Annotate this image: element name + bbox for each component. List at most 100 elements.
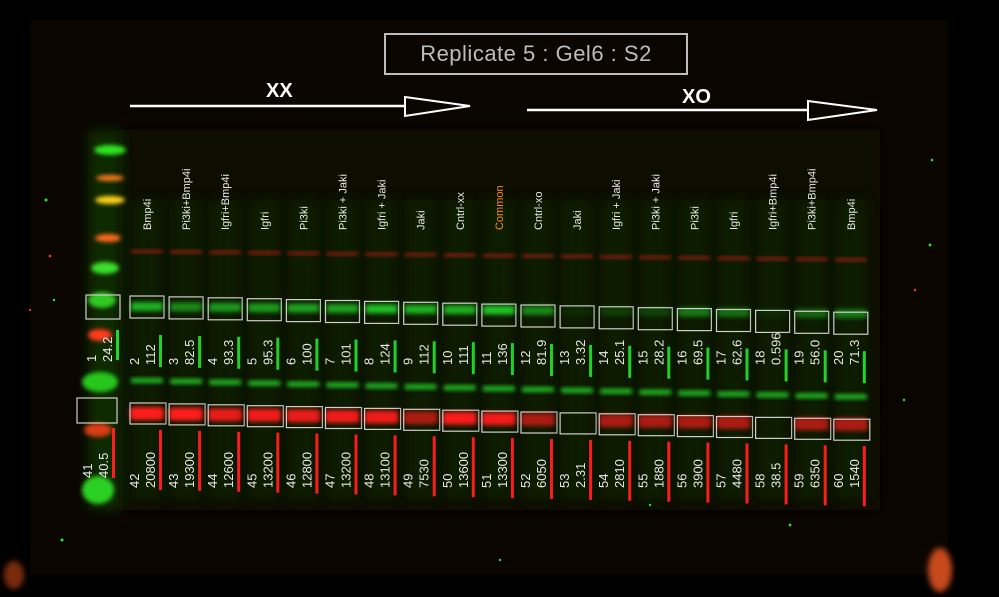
ladder-green-bar [116, 330, 119, 360]
green-box-value: 0.596 [769, 332, 784, 365]
title-text: Replicate 5 : Gel6 : S2 [420, 41, 652, 66]
green-box-value: 124 [378, 343, 393, 365]
green-band [326, 304, 359, 313]
red-value-bar [432, 436, 436, 497]
green-box-id: 18 [753, 351, 768, 365]
red-band [247, 408, 282, 422]
green-band [756, 308, 789, 318]
green-lower-band [131, 378, 163, 383]
red-band-box [324, 406, 363, 430]
red-band [638, 414, 673, 428]
lane: Jaki 9 112 49 7530 [401, 200, 441, 500]
lane: Jaki 13 3.32 53 2.31 [557, 200, 597, 500]
red-box-id: 49 [401, 474, 416, 488]
lane-label: Jaki [416, 210, 428, 230]
green-value-bar [237, 336, 241, 369]
red-box-value: 1880 [651, 459, 666, 488]
green-lower-band [443, 385, 476, 391]
red-box-value: 7530 [417, 459, 432, 488]
red-upper-band [678, 256, 711, 260]
green-band-box [442, 302, 478, 326]
red-upper-band [522, 254, 554, 258]
green-lower-band [482, 386, 515, 392]
red-band-box [559, 412, 597, 435]
red-band-box [598, 413, 636, 436]
red-band-box [833, 418, 871, 441]
group-label-xo: XO [682, 86, 711, 108]
red-band-box [520, 411, 558, 434]
green-band-box [481, 303, 517, 327]
green-band [717, 308, 750, 317]
red-band [716, 416, 751, 429]
red-box-id: 51 [479, 474, 494, 488]
lane: Igfri + Jaki 8 124 48 13100 [362, 180, 402, 500]
red-value-bar [550, 439, 553, 499]
green-box-value: 112 [143, 344, 158, 365]
lane: Pi3ki+Bmp4i 3 82.5 43 19300 [166, 169, 206, 500]
green-lower-band [522, 387, 554, 392]
green-box-id: 3 [166, 358, 181, 365]
red-box-value: 6050 [534, 459, 549, 488]
lane: Common 11 136 51 13300 [479, 185, 519, 500]
lane-label: Bmp4i [846, 199, 858, 230]
lane-label: Pi3ki + Jaki [338, 174, 350, 230]
red-box-value: 19300 [182, 452, 197, 488]
green-box-value: 112 [417, 344, 432, 365]
green-value-bar [823, 350, 827, 383]
red-upper-band [404, 253, 437, 257]
lane-label: Igfri + Jaki [611, 180, 623, 230]
green-box-value: 111 [456, 345, 471, 365]
red-band [325, 410, 360, 423]
red-upper-band [287, 251, 320, 255]
red-band-box [481, 410, 519, 433]
green-band-box [520, 304, 556, 328]
red-value-bar [784, 444, 788, 505]
green-box-id: 19 [792, 351, 807, 365]
lane: Bmp4i 20 71.3 60 1540 [831, 199, 871, 507]
green-value-bar [667, 346, 671, 379]
ladder-green-box [85, 294, 121, 320]
green-band-box [559, 305, 595, 329]
red-box-id: 43 [166, 474, 181, 488]
red-box-id: 50 [440, 474, 455, 488]
lane: Igfri + Jaki 14 25.1 54 2810 [596, 180, 636, 501]
red-band-box [403, 408, 441, 431]
lane-label: Pi3ki [298, 206, 310, 230]
lane-label: Jaki [572, 210, 584, 230]
lane: Igfri 5 95.3 45 13200 [244, 200, 284, 500]
red-box-id: 54 [596, 474, 611, 488]
green-lower-band [287, 381, 320, 387]
red-box-id: 60 [831, 474, 846, 488]
red-value-bar [667, 441, 671, 502]
green-lower-band [678, 390, 711, 396]
red-box-value: 20800 [143, 452, 158, 488]
red-band-box [794, 417, 832, 440]
red-band [794, 417, 829, 431]
red-band-box [676, 415, 715, 438]
red-box-id: 48 [362, 474, 377, 488]
red-box-value: 3900 [690, 459, 705, 488]
lane: Pi3ki 6 100 46 12800 [283, 200, 323, 500]
green-box-value: 82.5 [182, 340, 197, 365]
red-value-bar [628, 440, 632, 501]
red-box-value: 13600 [456, 452, 471, 488]
lane-label: Cntrl-xx [455, 192, 467, 230]
red-band [208, 408, 243, 422]
green-band [639, 307, 672, 317]
green-band-box [833, 311, 869, 335]
green-box-id: 11 [479, 352, 494, 366]
red-upper-band [756, 257, 789, 261]
red-band [521, 413, 555, 426]
lane: Igfri+Bmp4i 18 0.596 58 38.5 [753, 174, 793, 505]
green-value-bar [159, 335, 162, 367]
green-box-id: 16 [674, 351, 689, 365]
red-box-id: 52 [518, 474, 533, 488]
green-box-id: 12 [518, 351, 533, 365]
green-box-id: 9 [401, 358, 416, 365]
green-box-value: 81.9 [534, 340, 549, 365]
red-value-bar [471, 437, 475, 498]
green-band [365, 304, 398, 314]
ladder-green-value: 24.2 [100, 337, 115, 362]
green-value-bar [315, 338, 319, 371]
red-value-bar [745, 443, 749, 504]
